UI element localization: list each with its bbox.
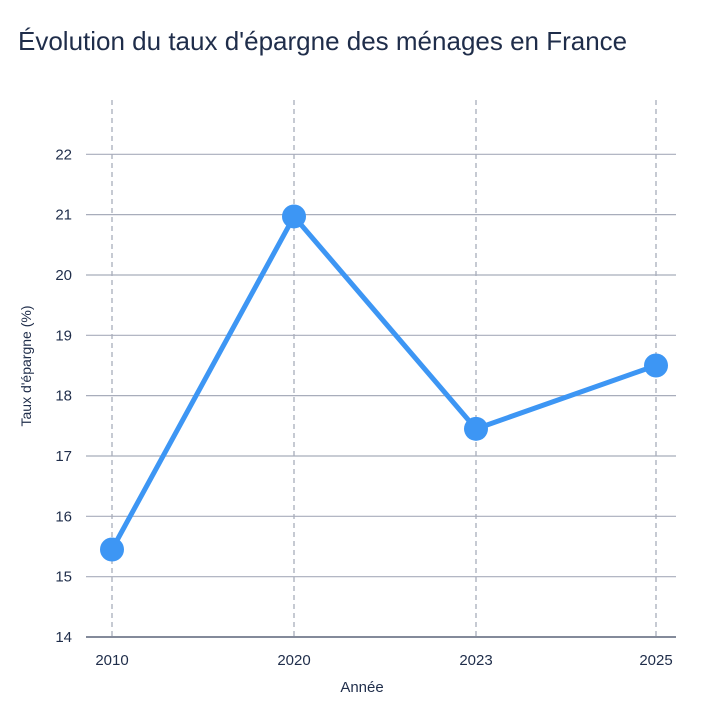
y-tick-label: 17 (55, 448, 72, 465)
y-tick-label: 18 (55, 388, 72, 405)
series-line (109, 213, 659, 553)
y-tick-label: 22 (55, 146, 72, 163)
y-axis-label: Taux d'épargne (%) (18, 306, 34, 427)
y-tick-label: 19 (55, 327, 72, 344)
x-tick-label: 2025 (639, 652, 672, 669)
x-grid-lines (111, 100, 657, 637)
data-point-2025 (644, 353, 668, 378)
y-tick-label: 15 (55, 569, 72, 586)
chart-title: Évolution du taux d'épargne des ménages … (18, 26, 628, 56)
y-tick-label: 16 (55, 508, 72, 525)
series-group (100, 204, 668, 562)
y-tick-label: 21 (55, 207, 72, 224)
y-tick-label: 14 (55, 629, 72, 646)
y-grid-lines (86, 153, 676, 578)
x-tick-labels: 2010 2020 2023 2025 (95, 652, 672, 669)
data-point-2020 (282, 204, 306, 229)
x-tick-label: 2010 (95, 652, 128, 669)
y-tick-label: 20 (55, 267, 72, 284)
y-tick-labels: 14 15 16 17 18 19 20 21 22 (55, 146, 72, 646)
x-tick-label: 2020 (277, 652, 310, 669)
data-point-2010 (100, 537, 124, 562)
x-tick-label: 2023 (459, 652, 492, 669)
x-axis-label: Année (340, 679, 383, 696)
data-point-2023 (464, 416, 488, 441)
